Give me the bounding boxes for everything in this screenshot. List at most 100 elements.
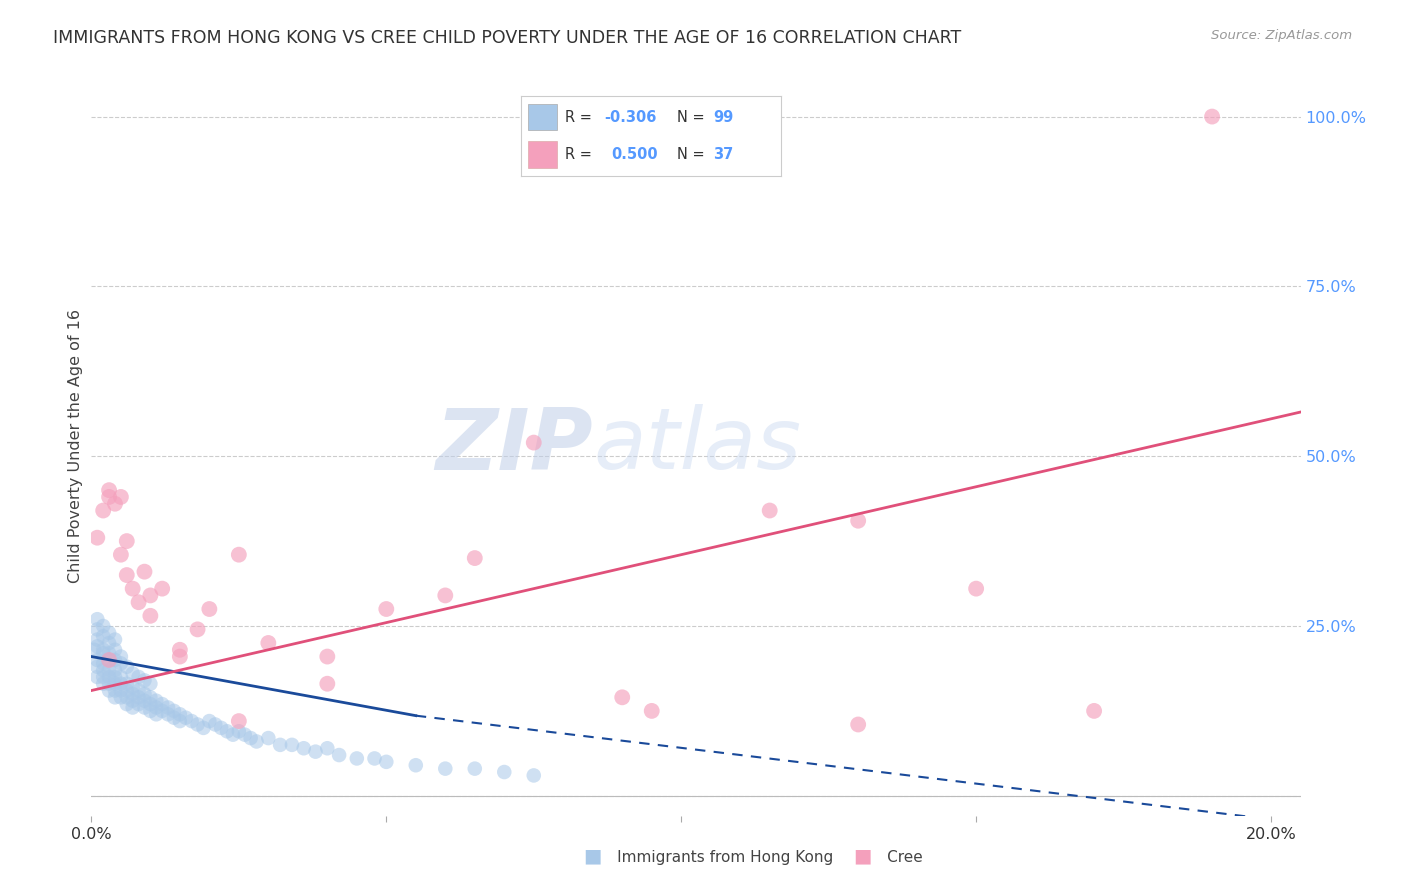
Point xyxy=(115,534,138,549)
Point xyxy=(150,697,173,711)
Point xyxy=(139,677,162,691)
Point xyxy=(121,582,143,596)
Point xyxy=(91,629,114,643)
Point xyxy=(121,680,143,694)
Point xyxy=(257,636,280,650)
Point xyxy=(139,704,162,718)
Point xyxy=(104,642,127,657)
Point xyxy=(846,514,869,528)
Point xyxy=(104,653,127,667)
Point xyxy=(163,711,186,725)
Point xyxy=(180,714,202,728)
Point xyxy=(86,659,108,673)
Point xyxy=(91,670,114,684)
Point xyxy=(121,687,143,701)
Point xyxy=(128,595,150,609)
Point xyxy=(145,707,167,722)
Point xyxy=(328,747,350,762)
Point xyxy=(145,700,167,714)
Point xyxy=(98,636,121,650)
Point xyxy=(245,734,267,748)
Point xyxy=(134,673,156,688)
Point xyxy=(110,548,132,562)
Point xyxy=(98,677,121,691)
Point xyxy=(104,632,127,647)
Point xyxy=(316,677,339,691)
Point xyxy=(405,758,427,772)
Point xyxy=(228,714,250,728)
Point xyxy=(1201,110,1223,124)
Point xyxy=(139,589,162,603)
Point xyxy=(98,653,121,667)
Point xyxy=(98,683,121,698)
Point xyxy=(281,738,304,752)
Text: IMMIGRANTS FROM HONG KONG VS CREE CHILD POVERTY UNDER THE AGE OF 16 CORRELATION : IMMIGRANTS FROM HONG KONG VS CREE CHILD … xyxy=(53,29,962,46)
Text: ZIP: ZIP xyxy=(436,404,593,488)
Point xyxy=(91,646,114,660)
Point xyxy=(363,751,385,765)
Point xyxy=(110,683,132,698)
Point xyxy=(98,653,121,667)
Point xyxy=(98,670,121,684)
Point xyxy=(115,568,138,582)
Text: Immigrants from Hong Kong: Immigrants from Hong Kong xyxy=(583,850,834,865)
Point xyxy=(464,762,486,776)
Point xyxy=(222,728,245,742)
Point xyxy=(523,435,546,450)
Point xyxy=(110,490,132,504)
Point xyxy=(110,670,132,684)
Point xyxy=(187,623,209,637)
Point xyxy=(209,721,232,735)
Text: atlas: atlas xyxy=(593,404,801,488)
Point xyxy=(150,704,173,718)
Point xyxy=(86,632,108,647)
Point xyxy=(292,741,315,756)
Point xyxy=(174,711,197,725)
Point xyxy=(115,683,138,698)
Point xyxy=(134,687,156,701)
Point xyxy=(139,690,162,705)
Point xyxy=(86,531,108,545)
Text: Source: ZipAtlas.com: Source: ZipAtlas.com xyxy=(1212,29,1353,42)
Point xyxy=(316,649,339,664)
Point xyxy=(1083,704,1105,718)
Point xyxy=(187,717,209,731)
Point xyxy=(758,503,780,517)
Point xyxy=(228,548,250,562)
Point xyxy=(91,642,114,657)
Text: ■: ■ xyxy=(583,847,602,865)
Point xyxy=(139,697,162,711)
Y-axis label: Child Poverty Under the Age of 16: Child Poverty Under the Age of 16 xyxy=(67,309,83,583)
Point xyxy=(86,640,108,654)
Point xyxy=(104,690,127,705)
Point xyxy=(104,683,127,698)
Point xyxy=(169,707,191,722)
Point xyxy=(228,724,250,739)
Point xyxy=(269,738,291,752)
Point xyxy=(121,694,143,708)
Point xyxy=(157,700,180,714)
Point xyxy=(139,608,162,623)
Point xyxy=(121,666,143,681)
Point xyxy=(98,483,121,497)
Point xyxy=(128,697,150,711)
Point xyxy=(83,642,105,657)
Point xyxy=(91,677,114,691)
Point xyxy=(169,714,191,728)
Point xyxy=(239,731,262,745)
Point xyxy=(612,690,634,705)
Point xyxy=(91,503,114,517)
Point xyxy=(98,663,121,677)
Point xyxy=(641,704,664,718)
Point xyxy=(115,697,138,711)
Point xyxy=(104,497,127,511)
Point xyxy=(346,751,368,765)
Point xyxy=(98,646,121,660)
Point xyxy=(169,642,191,657)
Point xyxy=(91,657,114,671)
Point xyxy=(169,649,191,664)
Point xyxy=(375,755,398,769)
Point xyxy=(91,619,114,633)
Point xyxy=(434,589,457,603)
Point xyxy=(115,690,138,705)
